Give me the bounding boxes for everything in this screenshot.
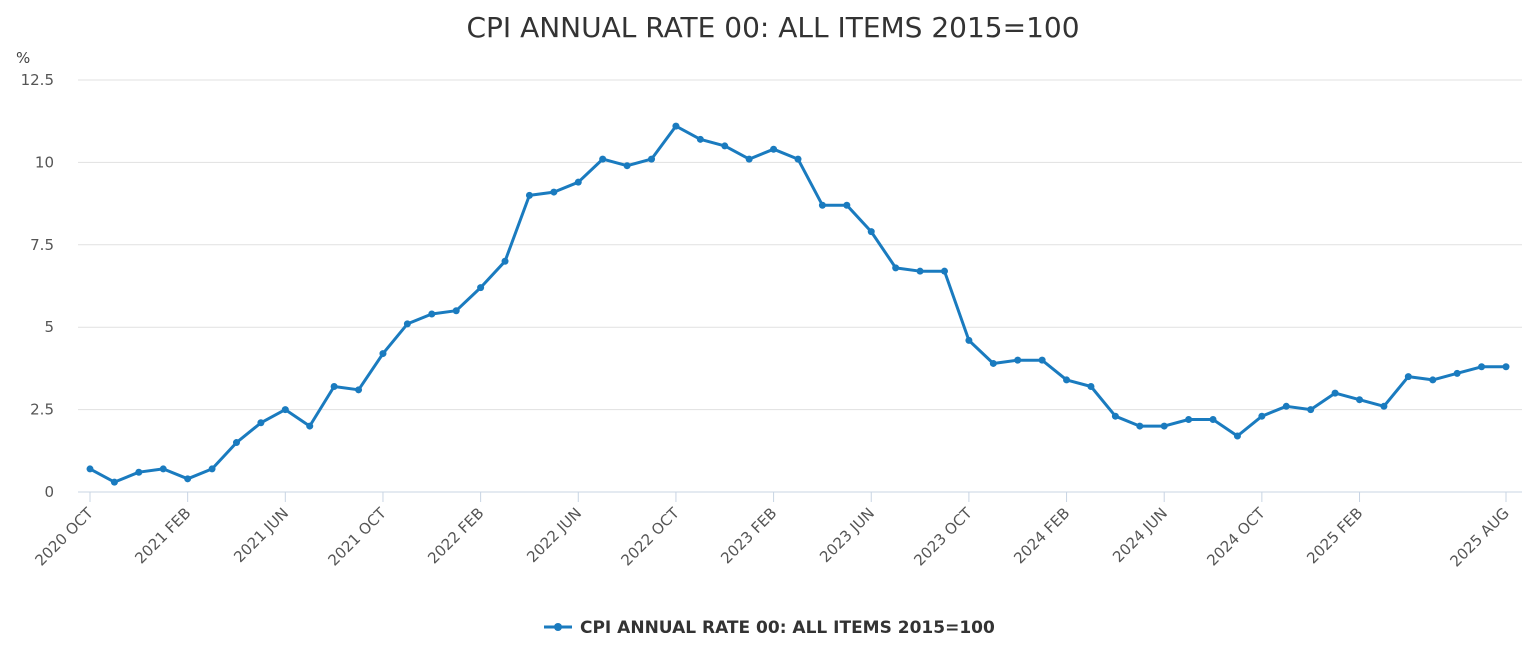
x-tick-label: 2025 FEB — [1303, 504, 1366, 567]
data-point-marker[interactable] — [135, 468, 143, 476]
data-point-marker[interactable] — [184, 475, 192, 483]
data-point-marker[interactable] — [1063, 376, 1071, 384]
x-tick-label: 2021 JUN — [230, 504, 292, 566]
y-tick-label: 2.5 — [30, 401, 54, 419]
x-tick-label: 2025 AUG — [1446, 504, 1512, 570]
data-point-marker[interactable] — [1111, 412, 1119, 420]
data-point-marker[interactable] — [232, 439, 240, 447]
data-point-marker[interactable] — [306, 422, 314, 430]
data-point-marker[interactable] — [1404, 373, 1412, 381]
data-point-marker[interactable] — [794, 155, 802, 163]
data-point-marker[interactable] — [916, 267, 924, 275]
data-point-marker[interactable] — [1307, 406, 1315, 414]
data-point-marker[interactable] — [1185, 415, 1193, 423]
data-point-marker[interactable] — [1209, 415, 1217, 423]
data-point-marker[interactable] — [648, 155, 656, 163]
legend[interactable]: CPI ANNUAL RATE 00: ALL ITEMS 2015=100 — [544, 618, 995, 638]
y-tick-label: 10 — [35, 153, 54, 171]
data-point-marker[interactable] — [1453, 369, 1461, 377]
data-point-marker[interactable] — [355, 386, 363, 394]
data-point-marker[interactable] — [965, 336, 973, 344]
y-axis-unit-label: % — [16, 49, 30, 67]
data-point-marker[interactable] — [672, 122, 680, 130]
data-point-marker[interactable] — [696, 135, 704, 143]
data-point-marker[interactable] — [1160, 422, 1168, 430]
data-point-marker[interactable] — [623, 162, 631, 170]
data-point-marker[interactable] — [403, 320, 411, 328]
data-point-marker[interactable] — [428, 310, 436, 318]
data-point-marker[interactable] — [1258, 412, 1266, 420]
chart-title: CPI ANNUAL RATE 00: ALL ITEMS 2015=100 — [466, 11, 1079, 44]
data-point-marker[interactable] — [86, 465, 94, 473]
x-tick-label: 2023 FEB — [717, 504, 780, 567]
x-tick-label: 2024 FEB — [1010, 504, 1073, 567]
x-tick-label: 2021 FEB — [131, 504, 194, 567]
x-tick-label: 2022 JUN — [523, 504, 585, 566]
data-point-marker[interactable] — [1038, 356, 1046, 364]
data-point-marker[interactable] — [843, 201, 851, 209]
y-tick-label: 0 — [44, 483, 54, 501]
data-point-marker[interactable] — [1429, 376, 1437, 384]
data-point-marker[interactable] — [989, 359, 997, 367]
data-point-marker[interactable] — [550, 188, 558, 196]
data-point-marker[interactable] — [257, 419, 265, 427]
data-point-marker[interactable] — [1014, 356, 1022, 364]
data-point-marker[interactable] — [159, 465, 167, 473]
y-tick-label: 7.5 — [30, 236, 54, 254]
data-point-marker[interactable] — [745, 155, 753, 163]
x-tick-label: 2024 JUN — [1109, 504, 1171, 566]
data-point-marker[interactable] — [940, 267, 948, 275]
data-point-marker[interactable] — [599, 155, 607, 163]
y-axis-ticks: 0 2.5 5 7.5 10 12.5 — [21, 71, 54, 501]
data-point-marker[interactable] — [1380, 402, 1388, 410]
x-tick-label: 2022 OCT — [617, 504, 683, 570]
legend-item-label[interactable]: CPI ANNUAL RATE 00: ALL ITEMS 2015=100 — [580, 618, 995, 638]
data-point-marker[interactable] — [1478, 363, 1486, 371]
data-point-marker[interactable] — [574, 178, 582, 186]
data-point-marker[interactable] — [1282, 402, 1290, 410]
legend-marker-icon — [554, 623, 562, 631]
x-tick-label: 2023 JUN — [816, 504, 878, 566]
data-point-marker[interactable] — [1136, 422, 1144, 430]
gridlines — [78, 79, 1522, 411]
x-tick-label: 2021 OCT — [324, 504, 390, 570]
y-tick-label: 5 — [44, 318, 54, 336]
series-group — [86, 122, 1510, 486]
data-point-marker[interactable] — [770, 145, 778, 153]
data-point-marker[interactable] — [892, 264, 900, 272]
series-line[interactable] — [88, 124, 1508, 484]
data-point-marker[interactable] — [867, 228, 875, 236]
x-tick-label: 2023 OCT — [910, 504, 976, 570]
data-point-marker[interactable] — [208, 465, 216, 473]
x-axis-ticks: 2020 OCT 2021 FEB 2021 JUN 2021 OCT 2022 FEB… — [31, 492, 1513, 570]
data-point-marker[interactable] — [1087, 383, 1095, 391]
data-point-marker[interactable] — [1502, 363, 1510, 371]
data-point-marker[interactable] — [379, 350, 387, 358]
data-point-marker[interactable] — [477, 284, 485, 292]
data-point-marker[interactable] — [721, 142, 729, 150]
data-point-marker[interactable] — [1233, 432, 1241, 440]
data-point-marker[interactable] — [1356, 396, 1364, 404]
x-tick-label: 2024 OCT — [1203, 504, 1269, 570]
data-point-marker[interactable] — [818, 201, 826, 209]
data-point-marker[interactable] — [452, 307, 460, 315]
data-point-marker[interactable] — [281, 406, 289, 414]
y-tick-label: 12.5 — [21, 71, 54, 89]
data-point-marker[interactable] — [501, 257, 509, 265]
data-point-marker[interactable] — [110, 478, 118, 486]
data-point-marker[interactable] — [525, 191, 533, 199]
x-tick-label: 2022 FEB — [424, 504, 487, 567]
data-point-marker[interactable] — [330, 383, 338, 391]
x-tick-label: 2020 OCT — [31, 504, 97, 570]
data-point-marker[interactable] — [1331, 389, 1339, 397]
